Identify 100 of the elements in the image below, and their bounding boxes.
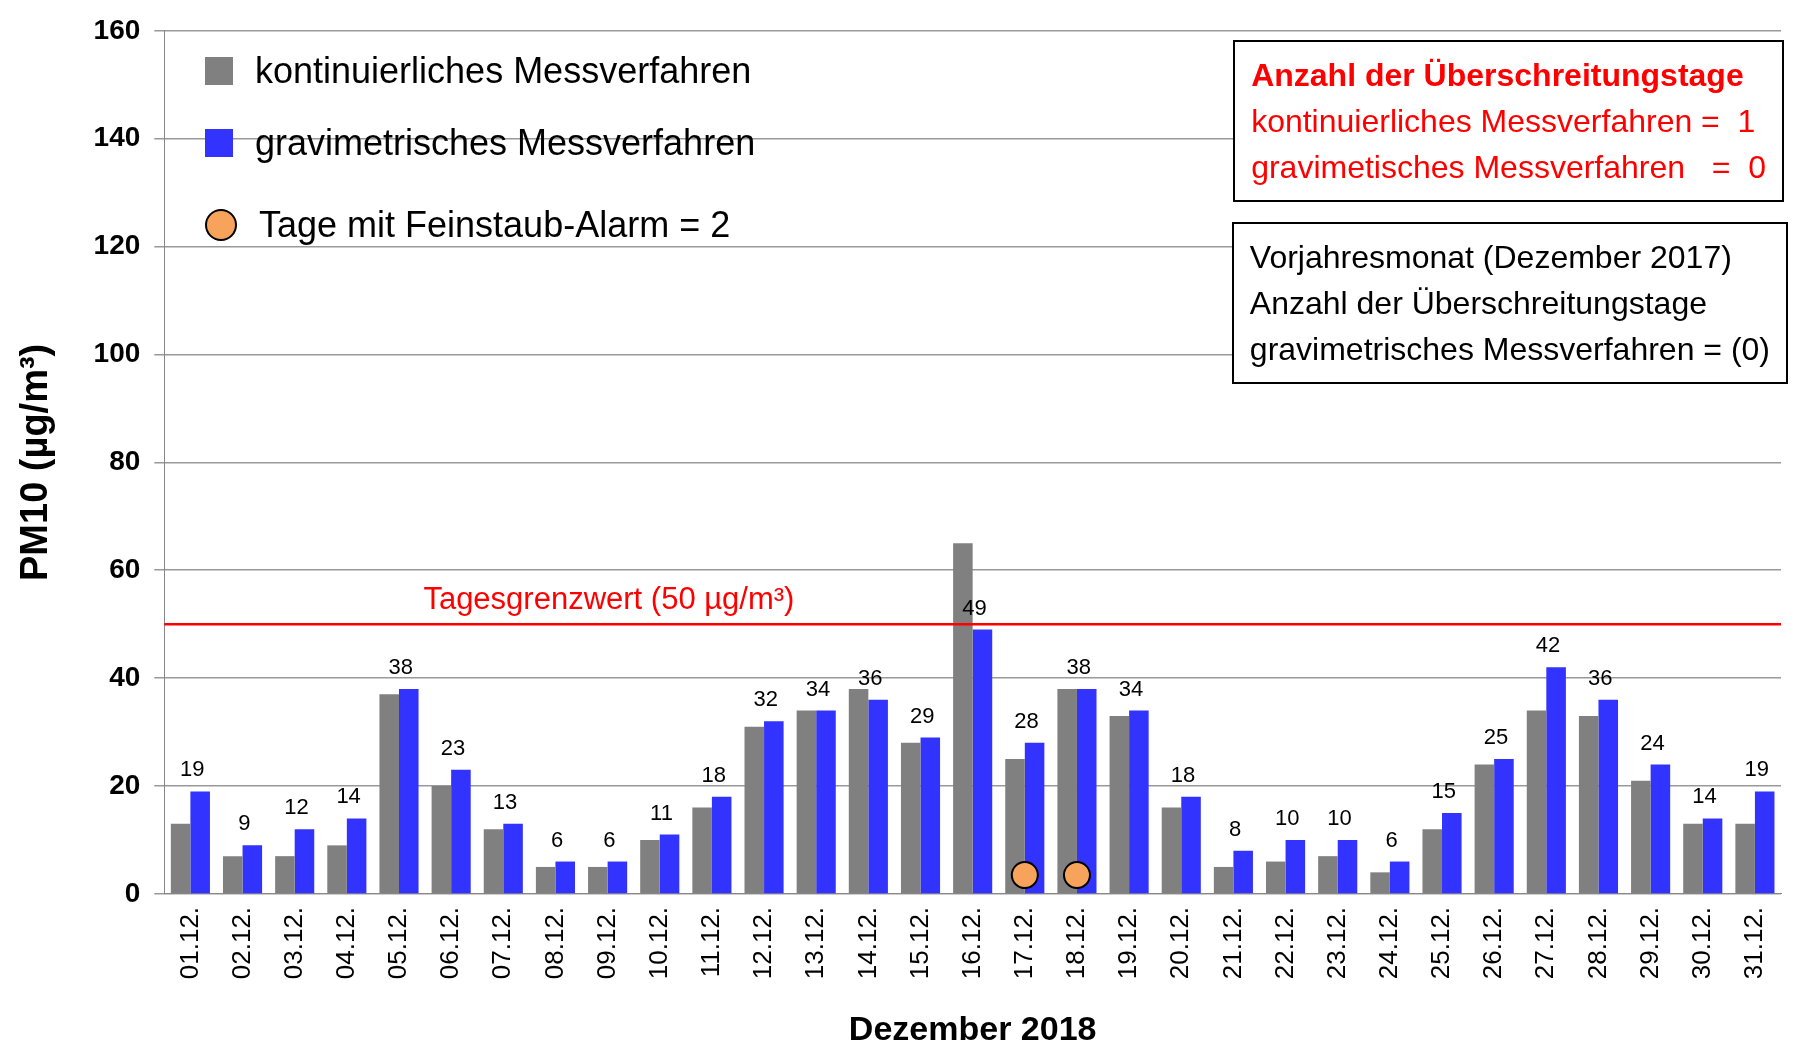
data-label: 10 bbox=[1275, 805, 1300, 831]
y-tick-label: 60 bbox=[109, 552, 141, 584]
x-tick-label: 25.12. bbox=[1425, 906, 1456, 980]
x-tick-label: 17.12. bbox=[1007, 906, 1038, 980]
bar bbox=[1494, 759, 1514, 894]
data-label: 14 bbox=[1692, 783, 1717, 809]
data-label: 34 bbox=[805, 675, 831, 701]
bar bbox=[711, 796, 732, 894]
bar bbox=[920, 737, 941, 894]
x-tick-label: 05.12. bbox=[382, 906, 413, 980]
x-tick-label: 23.12. bbox=[1320, 906, 1351, 980]
bar bbox=[816, 710, 836, 894]
x-tick-label: 12.12. bbox=[747, 906, 778, 980]
x-tick-label: 19.12. bbox=[1112, 906, 1143, 980]
data-label: 36 bbox=[1588, 664, 1613, 690]
data-label: 25 bbox=[1483, 724, 1509, 750]
y-tick-label: 20 bbox=[109, 768, 141, 800]
x-tick-label: 21.12. bbox=[1216, 906, 1247, 980]
bar bbox=[659, 834, 680, 894]
x-tick-label: 29.12. bbox=[1633, 906, 1664, 980]
bar bbox=[346, 818, 367, 894]
bar bbox=[1598, 699, 1619, 894]
bar bbox=[1754, 791, 1775, 894]
y-tick-label: 140 bbox=[93, 121, 141, 153]
x-tick-label: 07.12. bbox=[486, 906, 517, 980]
data-label: 38 bbox=[388, 653, 414, 679]
x-tick-label: 22.12. bbox=[1268, 906, 1299, 980]
data-label: 8 bbox=[1229, 815, 1242, 841]
data-label: 42 bbox=[1535, 632, 1561, 658]
bar bbox=[1129, 710, 1149, 894]
x-tick-label: 18.12. bbox=[1060, 906, 1091, 980]
y-axis-title: PM10 (µg/m³) bbox=[13, 343, 56, 581]
bar bbox=[1650, 764, 1671, 894]
bar bbox=[451, 769, 471, 894]
bar bbox=[764, 721, 784, 894]
bar bbox=[503, 823, 523, 894]
x-tick-label: 03.12. bbox=[277, 906, 308, 980]
bar bbox=[868, 699, 888, 894]
bar bbox=[972, 629, 993, 894]
bar bbox=[1546, 667, 1566, 894]
x-tick-label: 13.12. bbox=[799, 906, 830, 980]
x-tick-label: 10.12. bbox=[642, 906, 673, 980]
x-tick-label: 14.12. bbox=[851, 906, 882, 980]
data-label: 6 bbox=[603, 826, 616, 852]
data-label: 14 bbox=[336, 783, 361, 809]
x-tick-label: 31.12. bbox=[1738, 906, 1769, 980]
bar bbox=[294, 829, 315, 894]
annotation: gravimetrisches Messverfahren = (0) bbox=[1249, 330, 1770, 369]
bar bbox=[190, 791, 210, 894]
data-label: 9 bbox=[238, 810, 251, 836]
bar bbox=[242, 845, 263, 894]
x-tick-label: 30.12. bbox=[1685, 906, 1716, 980]
x-tick-label: 04.12. bbox=[330, 906, 361, 980]
data-label: 15 bbox=[1431, 778, 1457, 804]
data-label: 18 bbox=[701, 761, 726, 787]
x-tick-label: 24.12. bbox=[1373, 906, 1404, 980]
data-label: 19 bbox=[1744, 756, 1769, 782]
annotation: kontinuierliches Messverfahren = 1 bbox=[1251, 102, 1757, 141]
bar bbox=[1181, 796, 1201, 894]
x-tick-label: 15.12. bbox=[903, 906, 934, 980]
data-label: 28 bbox=[1014, 707, 1039, 733]
y-tick-label: 0 bbox=[124, 876, 141, 908]
x-tick-label: 02.12. bbox=[225, 906, 256, 980]
legend-label: gravimetrisches Messverfahren bbox=[255, 122, 756, 164]
data-label: 12 bbox=[284, 794, 309, 820]
bar bbox=[1442, 813, 1462, 894]
legend-label: Tage mit Feinstaub-Alarm = 2 bbox=[259, 204, 731, 246]
x-tick-label: 26.12. bbox=[1477, 906, 1508, 980]
data-label: 10 bbox=[1327, 805, 1352, 831]
data-label: 23 bbox=[440, 734, 466, 760]
bar bbox=[1337, 839, 1358, 894]
bar bbox=[399, 688, 419, 894]
bar bbox=[1076, 688, 1097, 894]
x-tick-label: 16.12. bbox=[955, 906, 986, 980]
data-label: 11 bbox=[650, 799, 673, 825]
x-tick-label: 08.12. bbox=[538, 906, 569, 980]
y-tick-label: 40 bbox=[109, 660, 141, 692]
bar bbox=[1389, 861, 1410, 894]
annotation: gravimetisches Messverfahren = 0 bbox=[1251, 148, 1766, 187]
data-label: 6 bbox=[551, 826, 564, 852]
data-label: 38 bbox=[1066, 653, 1091, 679]
data-label: 24 bbox=[1640, 729, 1665, 755]
legend-label: kontinuierliches Messverfahren bbox=[255, 50, 752, 92]
data-label: 13 bbox=[492, 788, 518, 814]
data-label: 29 bbox=[910, 702, 935, 728]
x-axis-title: Dezember 2018 bbox=[848, 1008, 1097, 1047]
annotation: Anzahl der Überschreitungstage bbox=[1251, 56, 1745, 95]
bar bbox=[555, 861, 576, 894]
data-label: 18 bbox=[1170, 761, 1196, 787]
bar bbox=[607, 861, 628, 894]
annotation: Vorjahresmonat (Dezember 2017) bbox=[1249, 238, 1733, 277]
x-tick-label: 11.12. bbox=[695, 906, 726, 978]
x-tick-label: 20.12. bbox=[1164, 906, 1195, 980]
y-tick-label: 160 bbox=[93, 13, 141, 45]
x-tick-label: 06.12. bbox=[434, 906, 465, 980]
x-tick-label: 09.12. bbox=[590, 906, 621, 980]
data-label: 32 bbox=[753, 686, 779, 712]
x-tick-label: 01.12. bbox=[173, 906, 204, 980]
data-label: 36 bbox=[857, 664, 883, 690]
data-label: 19 bbox=[179, 756, 205, 782]
